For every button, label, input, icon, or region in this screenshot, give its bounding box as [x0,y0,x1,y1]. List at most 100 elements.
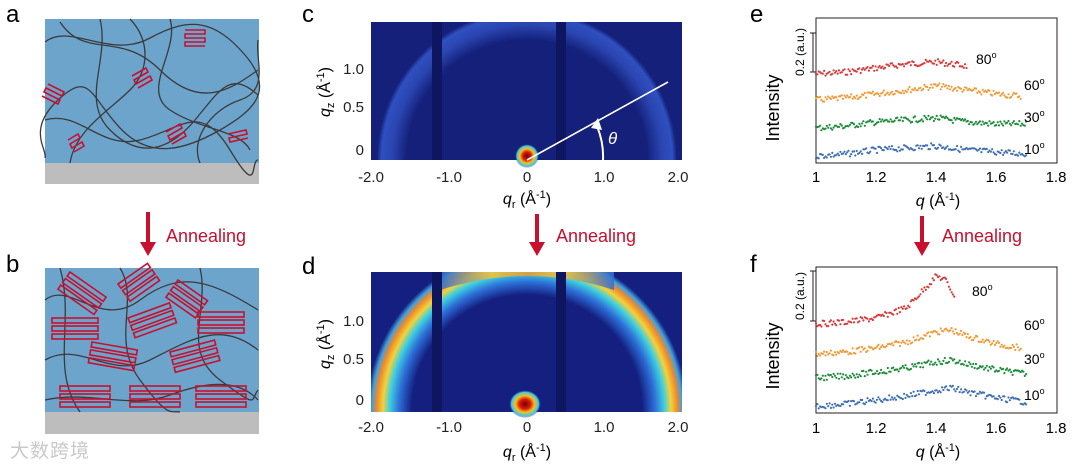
data-point [865,401,868,404]
theta-label: θ [608,129,618,148]
data-point [816,373,819,376]
data-point [839,123,842,126]
data-point [878,118,881,121]
annealing-label-left: Annealing [166,226,246,246]
data-point [945,327,948,330]
data-point [896,66,899,69]
data-point [863,124,866,127]
x-tick-label: -2.0 [358,169,384,186]
data-point [878,398,881,401]
data-point [955,89,959,92]
data-point [852,123,856,126]
data-point [896,116,899,119]
profile-series-group-f [814,273,1028,410]
data-point [874,372,877,375]
data-point [889,92,892,95]
data-point [835,96,838,99]
data-point [903,65,906,68]
data-point [882,149,885,152]
data-point [894,148,898,151]
data-point [935,389,938,392]
data-point [980,340,983,343]
data-point [935,63,938,66]
data-point [890,396,894,399]
data-point [898,311,902,314]
data-point [936,146,940,149]
y-axis-label-c: qz (Å-1) [315,67,337,117]
detector-gap-left [432,272,442,412]
data-point [949,288,952,291]
data-point [874,315,877,318]
data-point [839,404,842,408]
data-point [965,336,968,339]
data-point [877,92,880,96]
profile-series-group-e [814,58,1028,160]
data-point [974,87,978,90]
annealing-arrow-middle [529,214,545,256]
data-point [829,127,833,130]
schematic-film-after-annealing [44,262,259,434]
data-point [957,385,960,388]
data-point [821,153,824,156]
data-point [825,156,828,159]
data-point [846,94,849,97]
data-point [931,86,934,89]
data-point [840,94,843,97]
x-tick-label: 1.0 [594,419,615,436]
data-point [1011,93,1014,96]
data-point [922,290,925,293]
x-tick-label: 1.2 [866,169,887,186]
data-point [945,385,948,388]
data-point [917,295,921,298]
data-point [950,327,953,330]
annealing-arrow-right [914,216,930,256]
data-point [888,120,891,123]
data-point [924,393,927,397]
data-point [912,299,915,302]
film-layer [45,19,259,163]
data-point [836,72,839,75]
data-point [935,363,938,366]
data-point [835,70,838,73]
data-point [997,91,1001,94]
data-point [842,403,845,406]
data-point [829,97,833,100]
data-point [819,124,822,127]
data-point [900,116,903,119]
y-axis-label-f: Intensity [763,322,783,389]
data-point [955,331,959,334]
data-point [1008,149,1012,152]
data-point [832,155,835,158]
data-point [847,353,850,356]
data-point [966,89,969,92]
data-point [847,377,850,380]
data-point [874,65,877,68]
data-point [1018,151,1021,154]
data-point [1007,93,1010,96]
data-point [827,126,830,129]
x-tick-label: 1.8 [1046,420,1067,437]
data-point [885,372,888,375]
data-point [1025,403,1028,406]
data-point [999,151,1002,155]
data-point [992,151,995,154]
specular-beam-spot [509,390,541,418]
data-point [919,293,922,296]
data-point [862,319,865,322]
data-point [969,394,972,397]
annealing-label-right: Annealing [942,226,1022,246]
data-point [985,147,988,150]
data-point [880,66,883,70]
data-point [824,96,827,99]
data-point [1002,153,1005,156]
data-point [1023,374,1026,377]
data-point [854,154,857,157]
data-point [824,407,827,410]
data-point [858,401,861,404]
data-point [888,394,891,397]
data-point [900,92,903,95]
data-point [861,398,864,402]
scale-bar [810,32,816,73]
data-point [843,377,846,381]
data-point [946,116,949,120]
